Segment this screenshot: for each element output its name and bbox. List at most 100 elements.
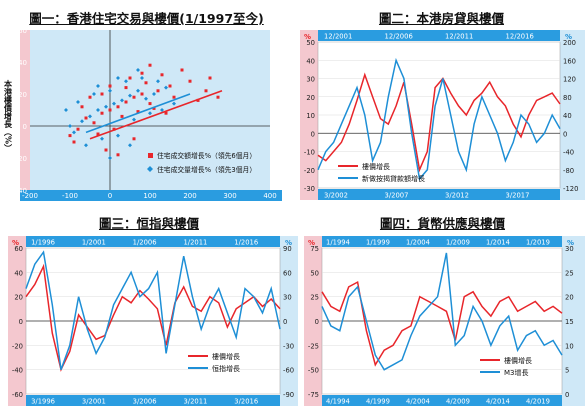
y-right-tick-label: -40 xyxy=(563,149,574,157)
x-bottom-tick-label: 4/1994 xyxy=(326,398,350,406)
scatter-point-value xyxy=(76,127,80,131)
series-line-price xyxy=(317,72,561,173)
scatter-point-volume xyxy=(108,156,112,160)
left-unit-label: % xyxy=(304,33,311,41)
scatter-point-volume xyxy=(96,108,100,112)
y-left-tick-label: -30 xyxy=(304,185,315,193)
x-top-tick-label: 1/2019 xyxy=(526,239,550,247)
y-right-tick-label: 15 xyxy=(565,318,574,326)
x-bottom-tick-label: 4/2014 xyxy=(486,398,510,406)
legend-label: 樓價增長 xyxy=(212,352,240,361)
x-bottom-tick-label: 3/2001 xyxy=(82,398,106,406)
y-left-tick-label: 0 xyxy=(315,318,319,326)
series-line-secondary xyxy=(25,250,281,370)
top-axis-band xyxy=(322,236,562,247)
right-unit-label: % xyxy=(565,33,572,41)
panel-chart-1: 圖一：香港住宅交易與樓價(1/1997至今) 60 40 20 0 -20 -40 -200… xyxy=(0,0,293,205)
x-bottom-tick-label: 4/1999 xyxy=(366,398,390,406)
x-top-tick-label: 12/2016 xyxy=(506,33,534,41)
scatter-point-value xyxy=(216,95,220,99)
scatter-point-volume xyxy=(76,100,80,104)
scatter-point-volume xyxy=(128,93,132,98)
scatter-point-value xyxy=(168,84,172,88)
series-line-price xyxy=(25,263,281,372)
scatter-point-value xyxy=(80,105,84,109)
y-left-tick-label: -10 xyxy=(304,149,315,157)
y-tick-label: 40 xyxy=(18,59,27,67)
scatter-point-volume xyxy=(172,101,176,106)
y-left-tick-label: 0 xyxy=(19,318,23,326)
scatter-point-volume xyxy=(88,114,92,119)
scatter-point-value xyxy=(160,73,164,77)
scatter-point-value xyxy=(172,95,176,99)
scatter-point-volume xyxy=(148,111,152,116)
scatter-point-value xyxy=(128,76,132,80)
y-right-tick-label: 200 xyxy=(563,39,576,47)
scatter-point-value xyxy=(208,76,212,80)
y-right-tick-label: -120 xyxy=(563,185,578,193)
scatter-point-volume xyxy=(112,101,116,106)
right-axis-band xyxy=(562,236,585,406)
scatter-point-value xyxy=(100,92,104,96)
scatter-point-value xyxy=(72,140,76,144)
scatter-point-value xyxy=(116,105,120,109)
bottom-axis-band xyxy=(318,189,560,200)
scatter-point-volume xyxy=(84,143,88,148)
x-bottom-tick-label: 3/2012 xyxy=(445,192,469,200)
scatter-point-volume xyxy=(140,76,144,80)
legend-label: M3增長 xyxy=(504,368,529,377)
scatter-point-value xyxy=(120,114,124,118)
left-axis-band xyxy=(20,30,30,190)
y-right-tick-label: 20 xyxy=(565,294,574,302)
x-bottom-tick-label: 4/2009 xyxy=(446,398,470,406)
scatter-point-volume xyxy=(128,143,132,148)
x-top-tick-label: 1/2011 xyxy=(183,239,207,247)
scatter-point-volume xyxy=(160,108,164,112)
scatter-point-value xyxy=(164,111,168,115)
scatter-point-value xyxy=(124,86,128,90)
x-tick-label: 0 xyxy=(108,192,112,200)
scatter-point-value xyxy=(108,84,112,88)
scatter-point-volume xyxy=(116,133,120,138)
x-bottom-tick-label: 3/2011 xyxy=(183,398,207,406)
y-left-tick-label: -50 xyxy=(308,367,319,375)
scatter-point-value xyxy=(152,106,156,110)
y-right-tick-label: 160 xyxy=(563,57,576,65)
chart-4-title: 圖四：貨幣供應與樓價 xyxy=(379,216,505,231)
top-axis-band xyxy=(318,30,560,41)
scatter-point-volume xyxy=(92,92,96,96)
x-tick-label: 100 xyxy=(143,192,156,200)
y-right-tick-label: 30 xyxy=(283,294,292,302)
y-right-tick-label: 5 xyxy=(565,367,569,375)
y-right-tick-label: 0 xyxy=(565,391,569,399)
left-axis-band xyxy=(304,236,322,406)
trend-line xyxy=(89,90,223,140)
scatter-point-value xyxy=(148,63,152,67)
scatter-point-value xyxy=(104,148,108,152)
y-tick-label: 0 xyxy=(23,123,27,131)
scatter-point-volume xyxy=(68,124,72,128)
scatter-point-volume xyxy=(116,76,120,80)
right-axis-band xyxy=(560,30,585,200)
bottom-axis-band xyxy=(322,395,562,406)
chart-2-svg: % %50403020100-10-20-3020016012080400-40-… xyxy=(300,30,585,200)
legend-marker xyxy=(147,166,153,172)
y-tick-label: -40 xyxy=(16,187,27,195)
left-unit-label: % xyxy=(12,239,19,247)
y-left-tick-label: 25 xyxy=(310,294,319,302)
panel-chart-3: 圖三：恒指與樓價 %% 60 40 20 0 -20 -40 -60 90 60 30 0 -30 -60… xyxy=(0,208,298,410)
x-bottom-tick-label: 3/2007 xyxy=(385,192,409,200)
y-left-tick-label: -20 xyxy=(12,342,23,350)
scatter-point-volume xyxy=(136,68,140,72)
y-right-tick-label: -80 xyxy=(563,167,574,175)
legend-label: 住宅成交量增長%（領先3個月） xyxy=(157,165,256,174)
right-unit-label: % xyxy=(567,239,574,247)
scatter-point-volume xyxy=(108,88,112,93)
y-tick-label: 60 xyxy=(18,27,27,35)
y-right-tick-label: 0 xyxy=(283,318,287,326)
x-top-tick-label: 1/2009 xyxy=(446,239,470,247)
scatter-point-volume xyxy=(132,117,136,122)
legend-marker xyxy=(148,153,153,158)
scatter-point-volume xyxy=(100,136,104,141)
